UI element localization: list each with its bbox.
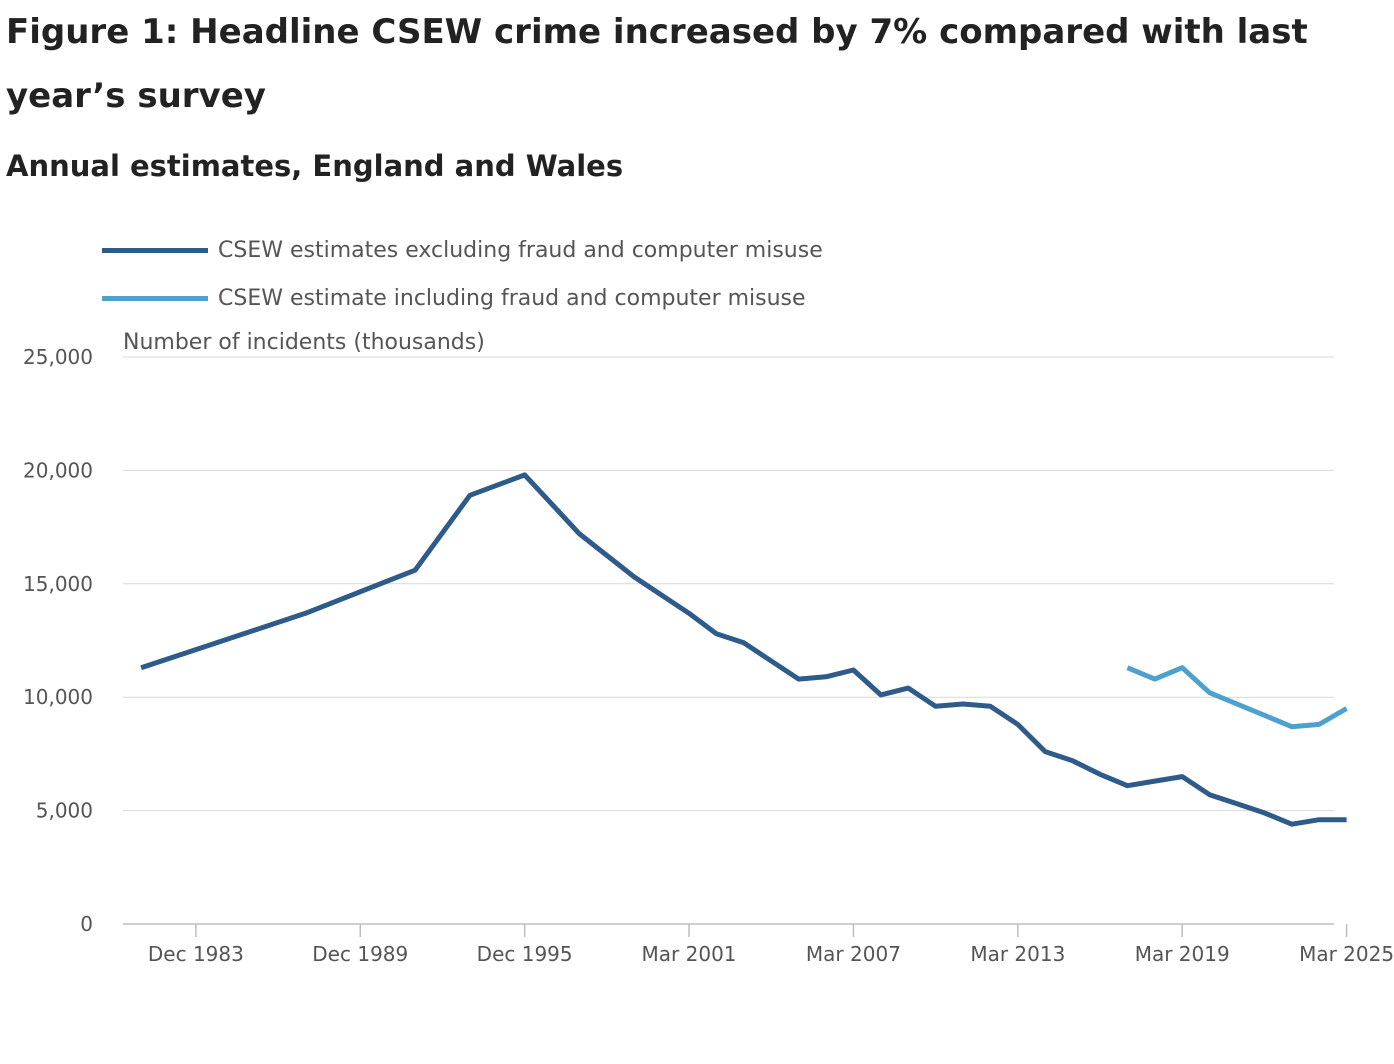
legend-swatch-excluding-fraud [102, 247, 208, 253]
y-tick-label: 10,000 [23, 685, 93, 709]
y-tick-label: 20,000 [23, 458, 93, 482]
x-tick-label: Dec 1983 [148, 942, 244, 966]
legend: CSEW estimates excluding fraud and compu… [102, 226, 823, 322]
x-tick-label: Dec 1989 [312, 942, 408, 966]
series-lines [140, 472, 1348, 827]
y-tick-label: 5,000 [36, 799, 93, 823]
x-tick-label: Mar 2019 [1135, 942, 1230, 966]
x-tick-label: Mar 2001 [642, 942, 737, 966]
axes: 0 5,000 10,000 15,000 20,000 25,000 Dec 1983 De… [23, 345, 1394, 966]
legend-label-including-fraud: CSEW estimate including fraud and comput… [218, 285, 806, 311]
legend-item-excluding-fraud: CSEW estimates excluding fraud and compu… [102, 226, 823, 274]
legend-swatch-including-fraud [102, 295, 208, 301]
y-tick-label: 25,000 [23, 345, 93, 369]
y-tick-label: 0 [80, 912, 93, 936]
x-tick-label: Mar 2025 [1299, 942, 1394, 966]
y-tick-label: 15,000 [23, 572, 93, 596]
legend-item-including-fraud: CSEW estimate including fraud and comput… [102, 274, 823, 322]
chart-title: Figure 1: Headline CSEW crime increased … [6, 12, 1308, 116]
series-line-including-fraud [1126, 665, 1348, 730]
x-tick-label: Mar 2013 [970, 942, 1065, 966]
series-line-excluding-fraud [140, 472, 1347, 827]
x-tick-label: Dec 1995 [477, 942, 573, 966]
legend-label-excluding-fraud: CSEW estimates excluding fraud and compu… [218, 237, 823, 263]
x-tick-label: Mar 2007 [806, 942, 901, 966]
chart-subtitle: Annual estimates, England and Wales [6, 149, 624, 183]
gridlines [123, 356, 1334, 812]
y-axis-title: Number of incidents (thousands) [123, 330, 485, 355]
